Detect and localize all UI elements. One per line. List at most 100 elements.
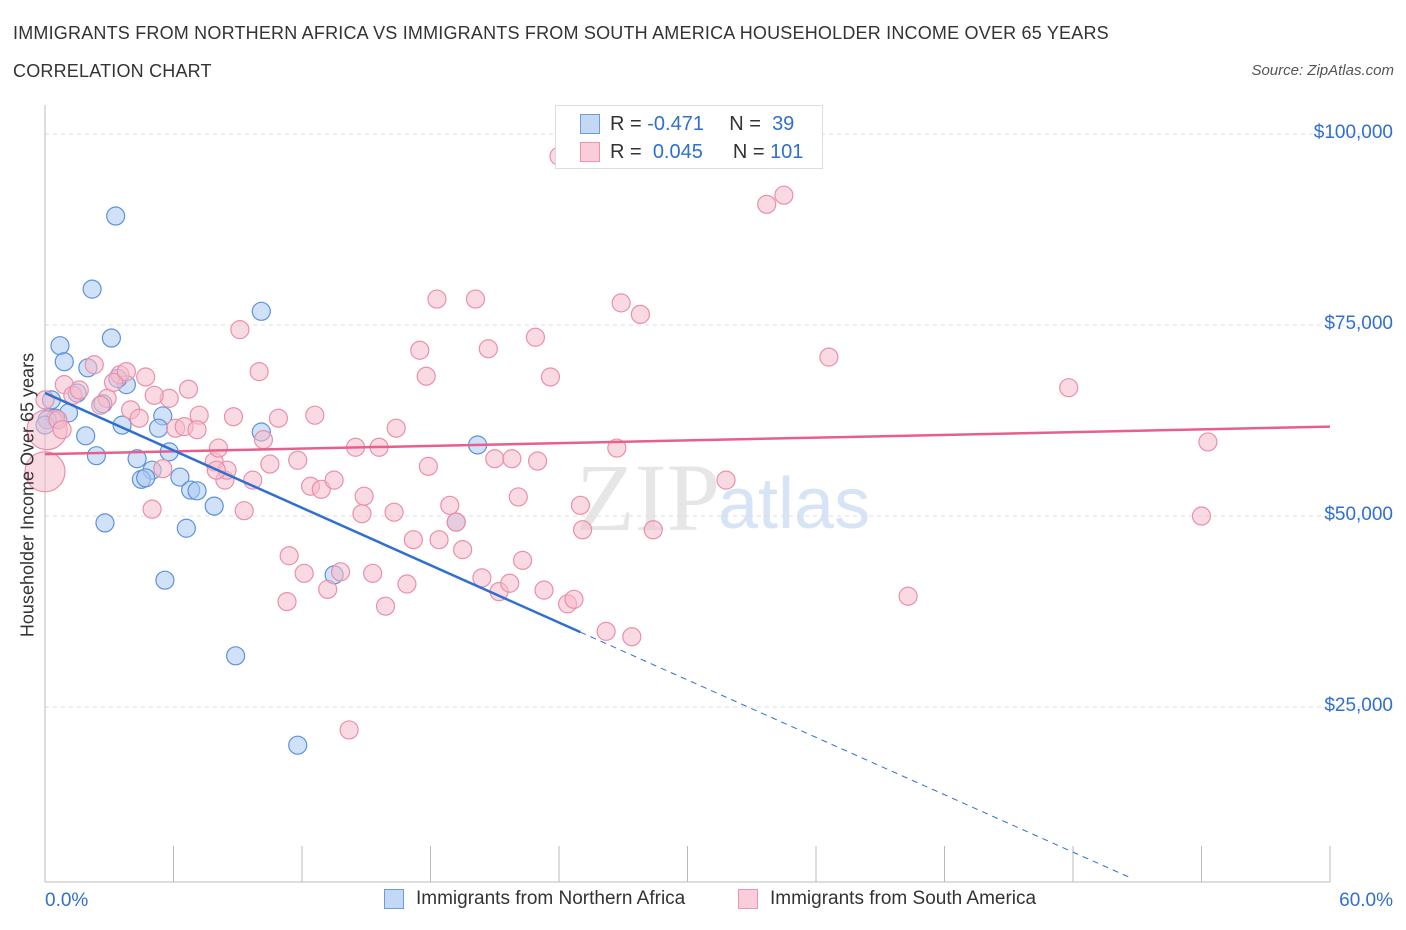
- blue-data-point: [54, 352, 74, 372]
- pink-swatch: [738, 889, 758, 909]
- pink-data-point: [352, 504, 372, 524]
- blue-swatch: [384, 889, 404, 909]
- pink-data-point: [24, 451, 66, 493]
- pink-data-point: [178, 379, 199, 399]
- pink-data-point: [294, 563, 314, 583]
- pink-data-point: [84, 355, 104, 375]
- pink-data-point: [330, 562, 351, 582]
- pink-data-point: [230, 320, 250, 340]
- x-tick-label: 60.0%: [1339, 890, 1393, 911]
- pink-data-point: [716, 470, 736, 490]
- pink-data-point: [446, 512, 466, 532]
- pink-data-point: [774, 185, 794, 205]
- r-value: -0.471: [647, 112, 704, 135]
- chart-title: IMMIGRANTS FROM NORTHERN AFRICA VS IMMIG…: [13, 23, 1109, 43]
- pink-data-point: [527, 451, 548, 471]
- source-label: Source: ZipAtlas.com: [1251, 62, 1394, 79]
- pink-data-point: [279, 546, 299, 566]
- blue-data-point: [50, 336, 70, 356]
- pink-data-point: [525, 327, 546, 347]
- pink-data-point: [622, 627, 642, 647]
- legend-item-northern-africa[interactable]: Immigrants from Northern Africa: [384, 888, 685, 910]
- pink-data-point: [485, 449, 505, 469]
- pink-data-point: [427, 289, 447, 309]
- legend-item-south-america[interactable]: Immigrants from South America: [738, 888, 1036, 910]
- n-value: 39: [772, 112, 795, 135]
- pink-data-point: [453, 540, 473, 560]
- blue-data-point: [76, 426, 96, 446]
- pink-data-point: [103, 372, 124, 392]
- y-axis-label: Householder Income Over 65 years: [17, 352, 38, 638]
- pink-data-point: [144, 385, 164, 405]
- pink-data-point: [354, 486, 374, 506]
- pink-data-point: [277, 591, 297, 612]
- pink-data-point: [268, 408, 289, 428]
- pink-data-point: [142, 499, 162, 519]
- pink-data-point: [508, 487, 528, 507]
- blue-data-point: [101, 328, 121, 348]
- blue-trend-line: [44, 391, 581, 634]
- pink-data-point: [129, 408, 149, 428]
- blue-data-point: [155, 570, 175, 590]
- y-tick-label: $50,000: [1324, 504, 1393, 525]
- y-tick-label: $75,000: [1324, 313, 1393, 334]
- pink-data-point: [465, 289, 486, 309]
- pink-data-point: [611, 293, 631, 313]
- blue-data-point: [251, 301, 271, 321]
- blue-data-point: [288, 735, 308, 755]
- pink-data-point: [288, 450, 308, 470]
- r-label: R =: [610, 140, 642, 163]
- pink-data-point: [397, 574, 417, 594]
- blue-data-point: [127, 449, 147, 469]
- chart-subtitle: CORRELATION CHART: [13, 61, 212, 81]
- legend-row-pink: R = 0.045 N = 101: [580, 140, 803, 164]
- pink-data-point: [318, 579, 338, 599]
- pink-data-point: [416, 366, 436, 386]
- r-label: R =: [610, 112, 642, 135]
- pink-data-point: [223, 407, 244, 427]
- pink-data-point: [898, 586, 918, 606]
- pink-data-point: [757, 194, 777, 214]
- pink-data-point: [234, 501, 254, 521]
- n-label: N =: [729, 112, 761, 135]
- pink-data-point: [418, 456, 438, 476]
- r-value: 0.045: [652, 140, 703, 163]
- legend-label: Immigrants from South America: [770, 888, 1037, 909]
- pink-data-point: [116, 362, 136, 382]
- pink-data-point: [572, 520, 593, 540]
- pink-data-point: [260, 454, 280, 474]
- blue-trend-extension: [580, 631, 1129, 878]
- pink-data-point: [253, 430, 274, 450]
- pink-data-point: [249, 362, 269, 382]
- pink-data-point: [339, 720, 359, 740]
- blue-data-point: [106, 206, 126, 226]
- pink-data-point: [305, 405, 325, 425]
- blue-data-point: [148, 418, 169, 438]
- pink-data-point: [540, 367, 561, 387]
- correlation-legend: R = -0.471 N = 39 R = 0.045 N = 101: [555, 105, 823, 169]
- blue-swatch: [580, 114, 600, 134]
- blue-data-point: [176, 518, 196, 538]
- pink-data-point: [69, 380, 89, 400]
- pink-data-point: [375, 596, 396, 616]
- pink-data-point: [52, 420, 72, 440]
- blue-data-point: [95, 513, 115, 533]
- pink-data-point: [324, 470, 344, 490]
- pink-data-point: [440, 495, 460, 515]
- blue-data-point: [86, 446, 107, 466]
- pink-data-point: [478, 339, 498, 359]
- pink-data-point: [386, 418, 406, 438]
- pink-data-point: [596, 621, 616, 641]
- pink-data-point: [136, 367, 156, 387]
- watermark-atlas: atlas: [718, 464, 870, 544]
- pink-data-point: [384, 502, 404, 522]
- blue-data-point: [226, 646, 246, 666]
- n-value: 101: [770, 140, 804, 163]
- blue-data-point: [204, 496, 224, 516]
- pink-data-point: [1059, 378, 1079, 398]
- pink-swatch: [580, 142, 600, 162]
- n-label: N =: [732, 140, 765, 163]
- pink-data-point: [819, 347, 839, 367]
- blue-data-point: [136, 468, 156, 488]
